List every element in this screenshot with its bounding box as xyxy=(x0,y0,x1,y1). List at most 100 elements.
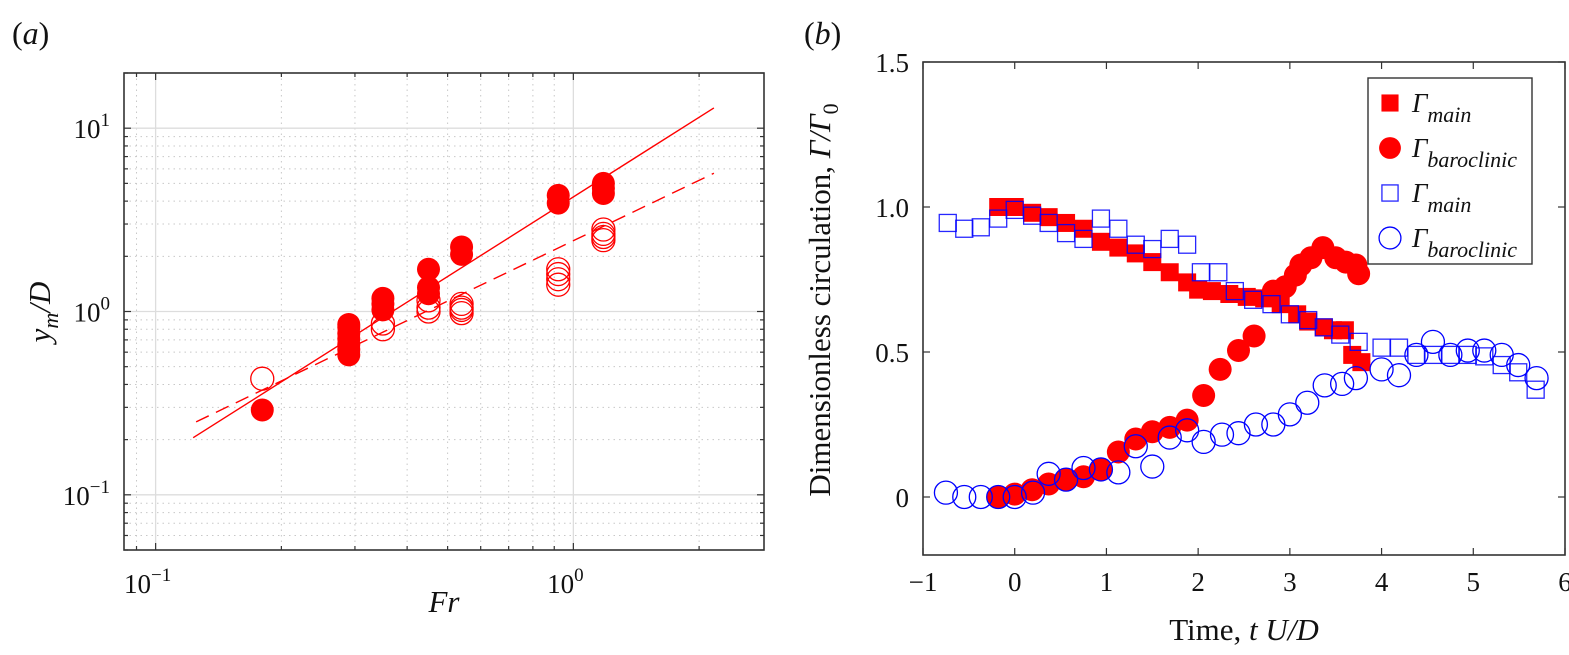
data-point-open-circle xyxy=(1489,342,1514,368)
data-point-open-circle xyxy=(1002,484,1027,510)
legend-label-symbol: Γ xyxy=(1411,178,1429,208)
data-point-open-circle xyxy=(1506,352,1531,378)
data-point-open-square xyxy=(1407,345,1426,365)
data-point-open-square xyxy=(938,213,957,233)
data-point-filled-circle xyxy=(1208,357,1232,381)
data-point-open-circle xyxy=(449,291,474,317)
legend-label: Γmain xyxy=(1411,88,1471,127)
data-point-open-circle xyxy=(1438,342,1463,368)
y-tick-label-base: 10 xyxy=(74,298,101,328)
data-point-open-circle xyxy=(968,484,993,510)
legend-marker-open-circle xyxy=(1378,226,1402,250)
data-point-open-circle xyxy=(370,311,396,336)
data-point-open-circle xyxy=(1174,418,1200,443)
data-point-open-square xyxy=(1143,239,1162,259)
y-tick-label-base: 10 xyxy=(74,114,101,144)
data-point-open-square xyxy=(1349,332,1368,352)
legend-label-subscript: main xyxy=(1427,102,1471,127)
data-point-open-circle xyxy=(1243,412,1269,437)
data-point-open-circle xyxy=(986,484,1011,510)
data-point-filled-square xyxy=(1057,213,1076,232)
data-point-open-circle xyxy=(1455,338,1480,363)
legend-label-symbol: Γ xyxy=(1411,223,1429,253)
data-point-filled-square xyxy=(989,198,1008,216)
data-point-open-circle xyxy=(546,267,571,292)
panel-b-x-axis-label-var: t U/D xyxy=(1249,612,1319,647)
data-point-open-circle xyxy=(1088,457,1114,482)
legend-label-symbol: Γ xyxy=(1411,88,1429,118)
data-point-filled-circle xyxy=(1242,324,1266,348)
data-point-open-square xyxy=(1509,363,1528,382)
panel-b-x-axis-label: Time, t U/D xyxy=(1169,612,1319,647)
data-point-filled-square xyxy=(1189,280,1208,299)
y-tick-label-exponent: 0 xyxy=(101,294,111,315)
legend-item: Γmain xyxy=(1381,88,1471,127)
data-point-open-square xyxy=(955,219,974,238)
data-point-filled-circle xyxy=(371,286,395,310)
data-point-open-square xyxy=(1225,281,1244,301)
data-point-open-square xyxy=(1177,235,1197,254)
data-point-open-circle xyxy=(1261,412,1286,437)
panel-b-y-axis-label-var: Γ/Γ xyxy=(802,113,837,159)
y-tick-label: 1.0 xyxy=(875,193,909,223)
x-tick-label: 10−1 xyxy=(124,565,171,599)
data-point-open-square xyxy=(971,218,990,237)
data-point-open-circle xyxy=(1123,434,1148,459)
panel-a-y-axis-label: ym/D xyxy=(22,282,63,346)
data-point-open-circle xyxy=(1386,363,1412,388)
data-point-open-square xyxy=(1331,325,1350,344)
y-tick-label-exponent: −1 xyxy=(90,477,110,498)
data-point-open-circle xyxy=(1106,460,1131,485)
fit-line-solid xyxy=(192,107,715,439)
data-point-open-circle xyxy=(1295,390,1320,415)
data-point-open-circle xyxy=(1209,422,1235,447)
data-point-filled-square xyxy=(1091,232,1110,251)
data-point-open-circle xyxy=(250,366,275,391)
data-point-open-circle xyxy=(933,480,959,505)
data-point-open-square xyxy=(1299,310,1318,330)
data-point-open-square xyxy=(1074,229,1093,249)
y-tick-label: 1.5 xyxy=(875,48,909,78)
data-point-open-circle xyxy=(370,317,396,342)
panel-a-label: (a) xyxy=(12,15,49,51)
data-point-open-circle xyxy=(416,295,441,320)
panel-b-tick-labels: −1 0 1 2 3 4 5 6 0 0.5 1.0 1.5 xyxy=(875,48,1569,597)
x-tick-label: 100 xyxy=(547,565,584,599)
x-tick-label: −1 xyxy=(909,567,938,597)
panel-a-letter: a xyxy=(23,15,39,51)
data-point-open-circle xyxy=(591,221,616,247)
data-point-open-square xyxy=(1262,294,1281,314)
x-tick-label: 3 xyxy=(1283,567,1297,597)
data-point-filled-circle xyxy=(546,183,570,207)
data-point-open-circle xyxy=(1226,421,1251,446)
data-point-filled-square xyxy=(1335,321,1354,340)
data-point-filled-circle xyxy=(1175,408,1199,432)
data-point-open-circle xyxy=(1071,455,1096,481)
data-point-open-circle xyxy=(1343,365,1369,391)
x-tick-label: 2 xyxy=(1191,567,1205,597)
x-tick-label-base: 10 xyxy=(124,569,151,599)
panel-b-ticks xyxy=(922,61,1566,555)
x-tick-label-base: 10 xyxy=(547,569,574,599)
x-tick-label-exponent: −1 xyxy=(151,565,171,586)
data-point-open-circle xyxy=(1404,342,1429,368)
data-point-filled-square xyxy=(1005,198,1024,216)
legend-label: Γmain xyxy=(1411,178,1471,217)
legend-item: Γbaroclinic xyxy=(1378,223,1517,262)
y-tick-label: 101 xyxy=(74,110,111,144)
data-point-filled-square xyxy=(1237,287,1256,306)
y-tick-label: 0.5 xyxy=(875,338,909,368)
data-point-filled-square xyxy=(1299,312,1318,331)
data-point-filled-square xyxy=(1074,219,1093,238)
data-point-open-square xyxy=(1160,229,1179,249)
data-point-open-square xyxy=(1280,305,1300,324)
data-point-open-circle xyxy=(1140,454,1165,479)
panel-a-x-axis-label: Fr xyxy=(428,584,461,619)
y-tick-label-base: 10 xyxy=(63,481,90,511)
legend-label-symbol: Γ xyxy=(1411,133,1429,163)
data-point-open-circle xyxy=(1420,329,1446,355)
